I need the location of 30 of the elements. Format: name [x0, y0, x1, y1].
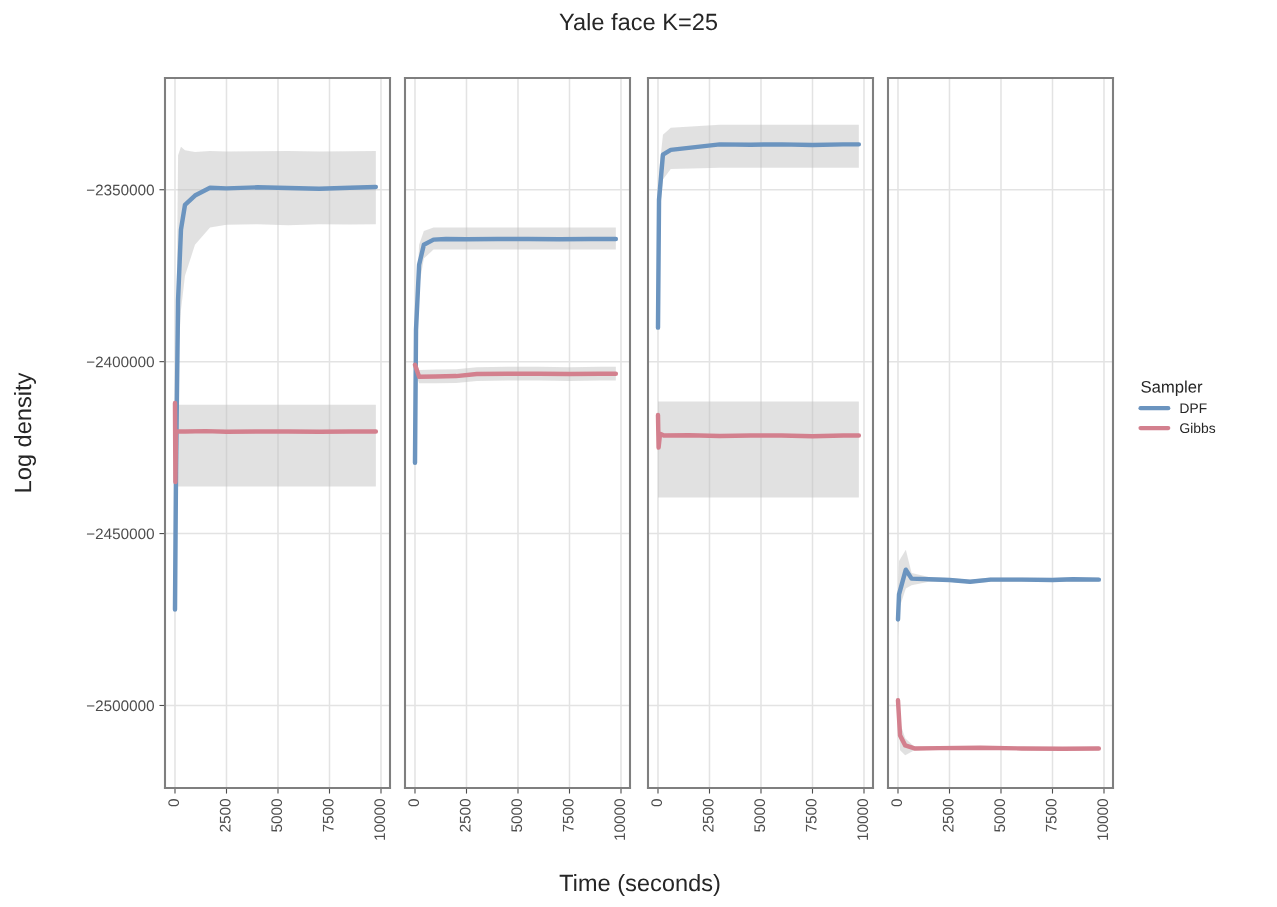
legend-title: Sampler: [1141, 380, 1203, 397]
x-tick-label: 10000: [614, 799, 626, 840]
x-tick-label: 5000: [511, 799, 523, 832]
x-tick-label: 0: [891, 799, 903, 807]
x-tick-label: 2500: [702, 799, 714, 832]
x-tick-label: 2500: [942, 799, 954, 832]
x-tick-label: 5000: [754, 799, 766, 832]
x-tick-label: 0: [168, 799, 180, 807]
y-tick-label: −2400000: [86, 356, 154, 368]
x-tick-label: 7500: [322, 799, 334, 832]
x-tick-label: 0: [651, 799, 663, 807]
x-tick-label: 10000: [857, 799, 869, 840]
y-axis-title: Log density: [14, 372, 36, 492]
x-tick-label: 0: [408, 799, 420, 807]
x-tick-label: 5000: [994, 799, 1006, 832]
x-tick-label: 2500: [219, 799, 231, 832]
legend-label: DPF: [1180, 403, 1207, 414]
y-tick-label: −2500000: [86, 700, 154, 712]
x-tick-label: 10000: [1097, 799, 1109, 840]
chart-title: Yale face K=25: [559, 13, 718, 31]
x-tick-label: 7500: [805, 799, 817, 832]
x-tick-label: 5000: [271, 799, 283, 832]
x-tick-label: 10000: [374, 799, 386, 840]
y-tick-label: −2450000: [86, 528, 154, 540]
y-tick-label: −2350000: [86, 184, 154, 196]
x-tick-label: 2500: [459, 799, 471, 832]
x-tick-label: 7500: [1045, 799, 1057, 832]
x-tick-label: 7500: [562, 799, 574, 832]
legend-label: Gibbs: [1180, 422, 1216, 434]
x-axis-title: Time (seconds): [559, 873, 720, 896]
